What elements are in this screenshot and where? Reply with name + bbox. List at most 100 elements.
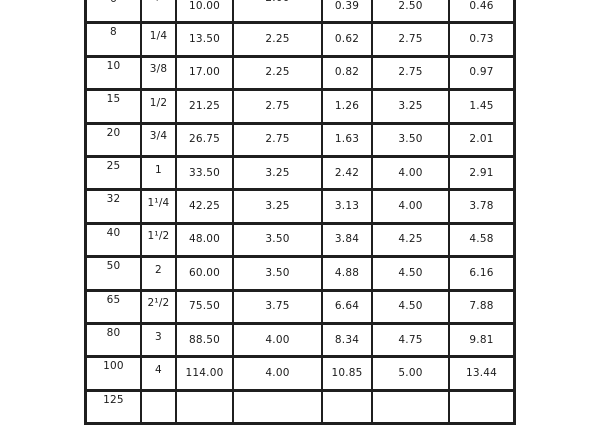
table-cell-value: 1¹/4 (147, 197, 170, 210)
table-cell-value: 42.25 (188, 200, 221, 213)
table-cell-value: 32 (106, 193, 121, 206)
table-cell-value: 4.58 (469, 233, 494, 246)
table-cell: 88.50 (177, 324, 234, 359)
table-cell: 2.00 (234, 0, 323, 25)
table-cell-value: 3.50 (265, 233, 290, 246)
table-cell (234, 391, 323, 425)
table-cell: 100 (87, 358, 142, 392)
table-cell-value: 2.75 (398, 66, 423, 79)
table-cell: 9.81 (450, 325, 513, 359)
table-cell (450, 392, 513, 425)
table-cell: 4.88 (323, 258, 373, 292)
table-cell-value: 0.97 (469, 66, 494, 79)
table-cell-value: 3.78 (469, 200, 494, 213)
table-cell-value: 3 (155, 330, 162, 343)
table-cell: 6.16 (450, 258, 513, 292)
table-cell-value: 0.82 (334, 66, 360, 79)
table-cell-value: 3.13 (334, 200, 360, 213)
table-cell: 2.91 (450, 158, 513, 192)
table-cell-value: 6.64 (334, 300, 360, 313)
table-cell: 25 (87, 157, 142, 192)
table-cell-value: 4.00 (265, 366, 290, 379)
table-cell-value: 2.25 (265, 33, 290, 46)
table-cell-value: 20 (106, 126, 121, 139)
table-cell: 1.63 (323, 124, 373, 158)
table-cell-value: 1¹/2 (147, 230, 170, 243)
table-cell-value: 3/8 (149, 63, 168, 76)
table-cell-value: 4.75 (398, 333, 423, 346)
table-cell: 21.25 (177, 91, 234, 125)
table-cell: 75.50 (177, 291, 234, 325)
table-cell: 4.25 (373, 224, 450, 259)
table-cell: 1 (142, 157, 177, 192)
table-cell-value: 65 (106, 293, 121, 306)
table-cell: 2.75 (373, 24, 450, 58)
table-cell: 2.75 (234, 91, 323, 125)
table-cell (142, 391, 177, 425)
table-cell: 2.25 (234, 57, 323, 92)
table-cell-value: 1/4 (149, 30, 168, 43)
table-cell: 4.00 (373, 191, 450, 225)
table-cell: 1¹/2 (142, 224, 177, 259)
table-cell: 4.50 (373, 291, 450, 325)
table-cell: 0.97 (450, 58, 513, 92)
table-cell: 3 (142, 324, 177, 359)
table-cell: 3/4 (142, 124, 177, 158)
table-cell-value: 1.45 (469, 99, 494, 112)
table-cell-value: 48.00 (188, 233, 221, 246)
table-cell: 3.25 (373, 91, 450, 125)
table-cell-value: 4.25 (398, 233, 423, 246)
table-cell-value: 2.75 (265, 133, 290, 146)
table-cell: 65 (87, 291, 142, 325)
table-cell-value: 80 (106, 326, 121, 339)
table-cell-value: 2.01 (469, 133, 494, 146)
table-cell: 6.64 (323, 291, 373, 325)
table-cell: 1/8 (142, 0, 177, 25)
table-cell-value: 3.50 (398, 133, 423, 146)
table-cell (373, 391, 450, 425)
table-cell: 3.50 (234, 258, 323, 292)
table-cell: 80 (87, 324, 142, 359)
table-cell: 2.25 (234, 24, 323, 58)
table-cell-value: 5.00 (398, 366, 423, 379)
table-cell-value: 7.88 (469, 300, 494, 313)
table-cell-value: 4.50 (398, 266, 423, 279)
table-cell-value: 8.34 (334, 333, 360, 346)
table-cell: 2 (142, 258, 177, 292)
table-cell-value: 3.25 (265, 166, 290, 179)
table-cell-value: 1 (155, 163, 162, 176)
table-cell-value: 4.00 (265, 333, 290, 346)
table-cell-value: 2.75 (265, 99, 290, 112)
table-cell: 20 (87, 124, 142, 158)
table-cell: 3.25 (234, 157, 323, 192)
table-cell: 3/8 (142, 57, 177, 92)
table-cell: 13.44 (450, 358, 513, 392)
table-cell: 3.25 (234, 191, 323, 225)
table-cell: 10.00 (177, 0, 234, 25)
table-cell: 48.00 (177, 224, 234, 259)
table-cell-value: 0.62 (334, 33, 360, 46)
table-cell: 8.34 (323, 324, 373, 359)
table-cell-value: 2.50 (398, 0, 423, 12)
table-cell (177, 391, 234, 425)
table-cell-value: 0.73 (469, 33, 494, 46)
table-cell-value: 2.25 (265, 66, 290, 79)
table-cell: 125 (87, 391, 142, 425)
table-cell-value: 9.81 (469, 333, 494, 346)
table-cell: 3.50 (373, 124, 450, 158)
table-cell: 60.00 (177, 258, 234, 292)
table-cell: 3.50 (234, 224, 323, 259)
table-cell-value: 6.16 (469, 266, 494, 279)
table-cell-value: 4.00 (398, 166, 423, 179)
table-cell: 0.82 (323, 57, 373, 92)
table-cell-value: 2.42 (334, 166, 360, 179)
table-cell-value: 25 (106, 159, 121, 172)
table-cell: 40 (87, 224, 142, 259)
table-cell: 3.84 (323, 224, 373, 259)
table-cell: 114.00 (177, 358, 234, 392)
table-cell-value: 6 (110, 0, 117, 5)
table-cell: 10.85 (323, 358, 373, 392)
table-cell: 7.88 (450, 292, 513, 325)
table-cell: 4.00 (373, 157, 450, 192)
table-cell-value: 4.50 (398, 300, 423, 313)
